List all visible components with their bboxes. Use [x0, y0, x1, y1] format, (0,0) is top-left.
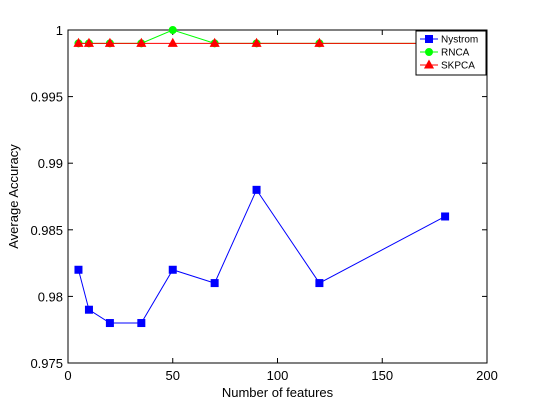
legend-entry-rnca: RNCA	[420, 48, 470, 59]
legend-marker-nystrom	[425, 35, 433, 43]
data-point-skpca	[136, 37, 147, 47]
axis-ticks: 0 50 100 150 200 0.975 0.98 0.985 0.99 0.995 1	[30, 23, 497, 383]
y-tick-label: 0.98	[38, 289, 63, 304]
x-tick-label: 200	[476, 368, 498, 383]
data-point-nystrom	[441, 212, 450, 221]
legend-label-rnca: RNCA	[441, 48, 470, 59]
series-group	[73, 26, 451, 328]
legend-label-nystrom: Nystrom	[441, 35, 478, 46]
x-axis-label: Number of features	[222, 385, 334, 400]
y-tick-label: 0.995	[30, 90, 63, 105]
y-tick-label: 1	[56, 23, 63, 38]
data-point-nystrom	[210, 279, 219, 288]
data-point-nystrom	[74, 265, 83, 274]
data-point-rnca	[168, 26, 177, 34]
y-tick-label: 0.985	[30, 223, 63, 238]
series-nystrom	[74, 185, 450, 328]
data-point-skpca	[314, 37, 325, 47]
legend-marker-skpca	[423, 59, 435, 69]
legend: Nystrom RNCA SKPCA	[415, 30, 487, 76]
legend-entry-skpca: SKPCA	[420, 59, 475, 72]
series-skpca	[73, 37, 451, 47]
x-tick-label: 100	[267, 368, 289, 383]
data-point-nystrom	[252, 185, 261, 194]
data-point-skpca	[104, 37, 115, 47]
x-tick-label: 0	[64, 368, 71, 383]
data-point-nystrom	[105, 319, 114, 328]
data-point-skpca	[83, 37, 95, 47]
data-point-skpca	[251, 37, 262, 47]
data-point-nystrom	[315, 279, 324, 288]
data-point-skpca	[167, 37, 178, 47]
y-tick-label: 0.975	[30, 356, 63, 371]
legend-marker-rnca	[425, 48, 433, 56]
y-tick-label: 0.99	[38, 156, 63, 171]
data-point-nystrom	[168, 265, 177, 274]
data-point-nystrom	[137, 319, 146, 328]
plot-area	[67, 29, 488, 364]
x-tick-label: 150	[371, 368, 393, 383]
data-point-skpca	[209, 37, 220, 47]
x-tick-label: 50	[166, 368, 180, 383]
legend-label-skpca: SKPCA	[441, 61, 475, 72]
data-point-skpca	[73, 37, 84, 47]
data-point-nystrom	[84, 305, 93, 314]
y-axis-label: Average Accuracy	[6, 144, 21, 249]
legend-entry-nystrom: Nystrom	[420, 35, 478, 46]
